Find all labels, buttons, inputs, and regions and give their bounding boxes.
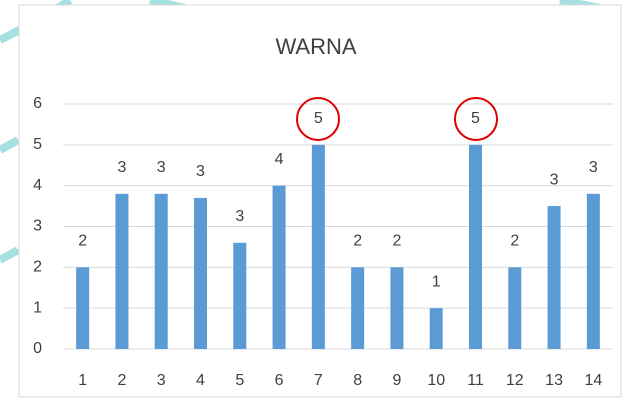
x-tick-label: 10 [427,372,445,389]
bar [154,193,168,349]
data-label: 3 [235,208,244,225]
bar [390,267,404,349]
y-tick-label: 0 [33,340,42,357]
x-tick-label: 14 [584,372,602,389]
bar [351,267,365,349]
y-tick-label: 6 [33,95,42,112]
data-label: 3 [157,159,166,176]
x-tick-label: 9 [392,372,401,389]
bar [233,242,247,349]
data-label: 4 [275,151,284,168]
x-tick-label: 5 [235,372,244,389]
x-tick-label: 2 [117,372,126,389]
highlight-circle [454,97,498,141]
data-label: 2 [78,233,87,250]
data-label: 1 [432,273,441,290]
data-label: 2 [510,233,519,250]
x-tick-label: 8 [353,372,362,389]
bar [76,267,90,349]
bar [547,206,561,349]
data-label: 3 [196,163,205,180]
x-tick-label: 4 [196,372,205,389]
bar [115,193,129,349]
x-tick-label: 1 [78,372,87,389]
data-label: 2 [392,233,401,250]
bar [469,144,482,349]
highlight-circle [296,97,340,141]
x-tick-label: 12 [506,372,524,389]
data-label: 3 [589,159,598,176]
bar [272,185,286,349]
bar [508,267,522,349]
y-tick-label: 4 [33,177,42,194]
data-label: 2 [353,233,362,250]
data-label: 5 [314,110,323,127]
x-tick-label: 7 [314,372,323,389]
x-tick-label: 11 [467,372,484,389]
x-tick-label: 6 [275,372,284,389]
bar [586,193,600,349]
y-tick-label: 1 [33,299,42,316]
y-tick-label: 3 [33,218,42,235]
chart-title: WARNA [275,34,356,59]
data-label: 5 [471,110,480,127]
bar [311,144,325,349]
data-label: 3 [550,171,559,188]
y-tick-label: 5 [33,136,42,153]
bar [194,197,207,349]
y-tick-label: 2 [33,259,42,276]
x-tick-label: 3 [157,372,166,389]
data-label: 3 [117,159,126,176]
bar [429,308,443,349]
x-tick-label: 13 [545,372,563,389]
